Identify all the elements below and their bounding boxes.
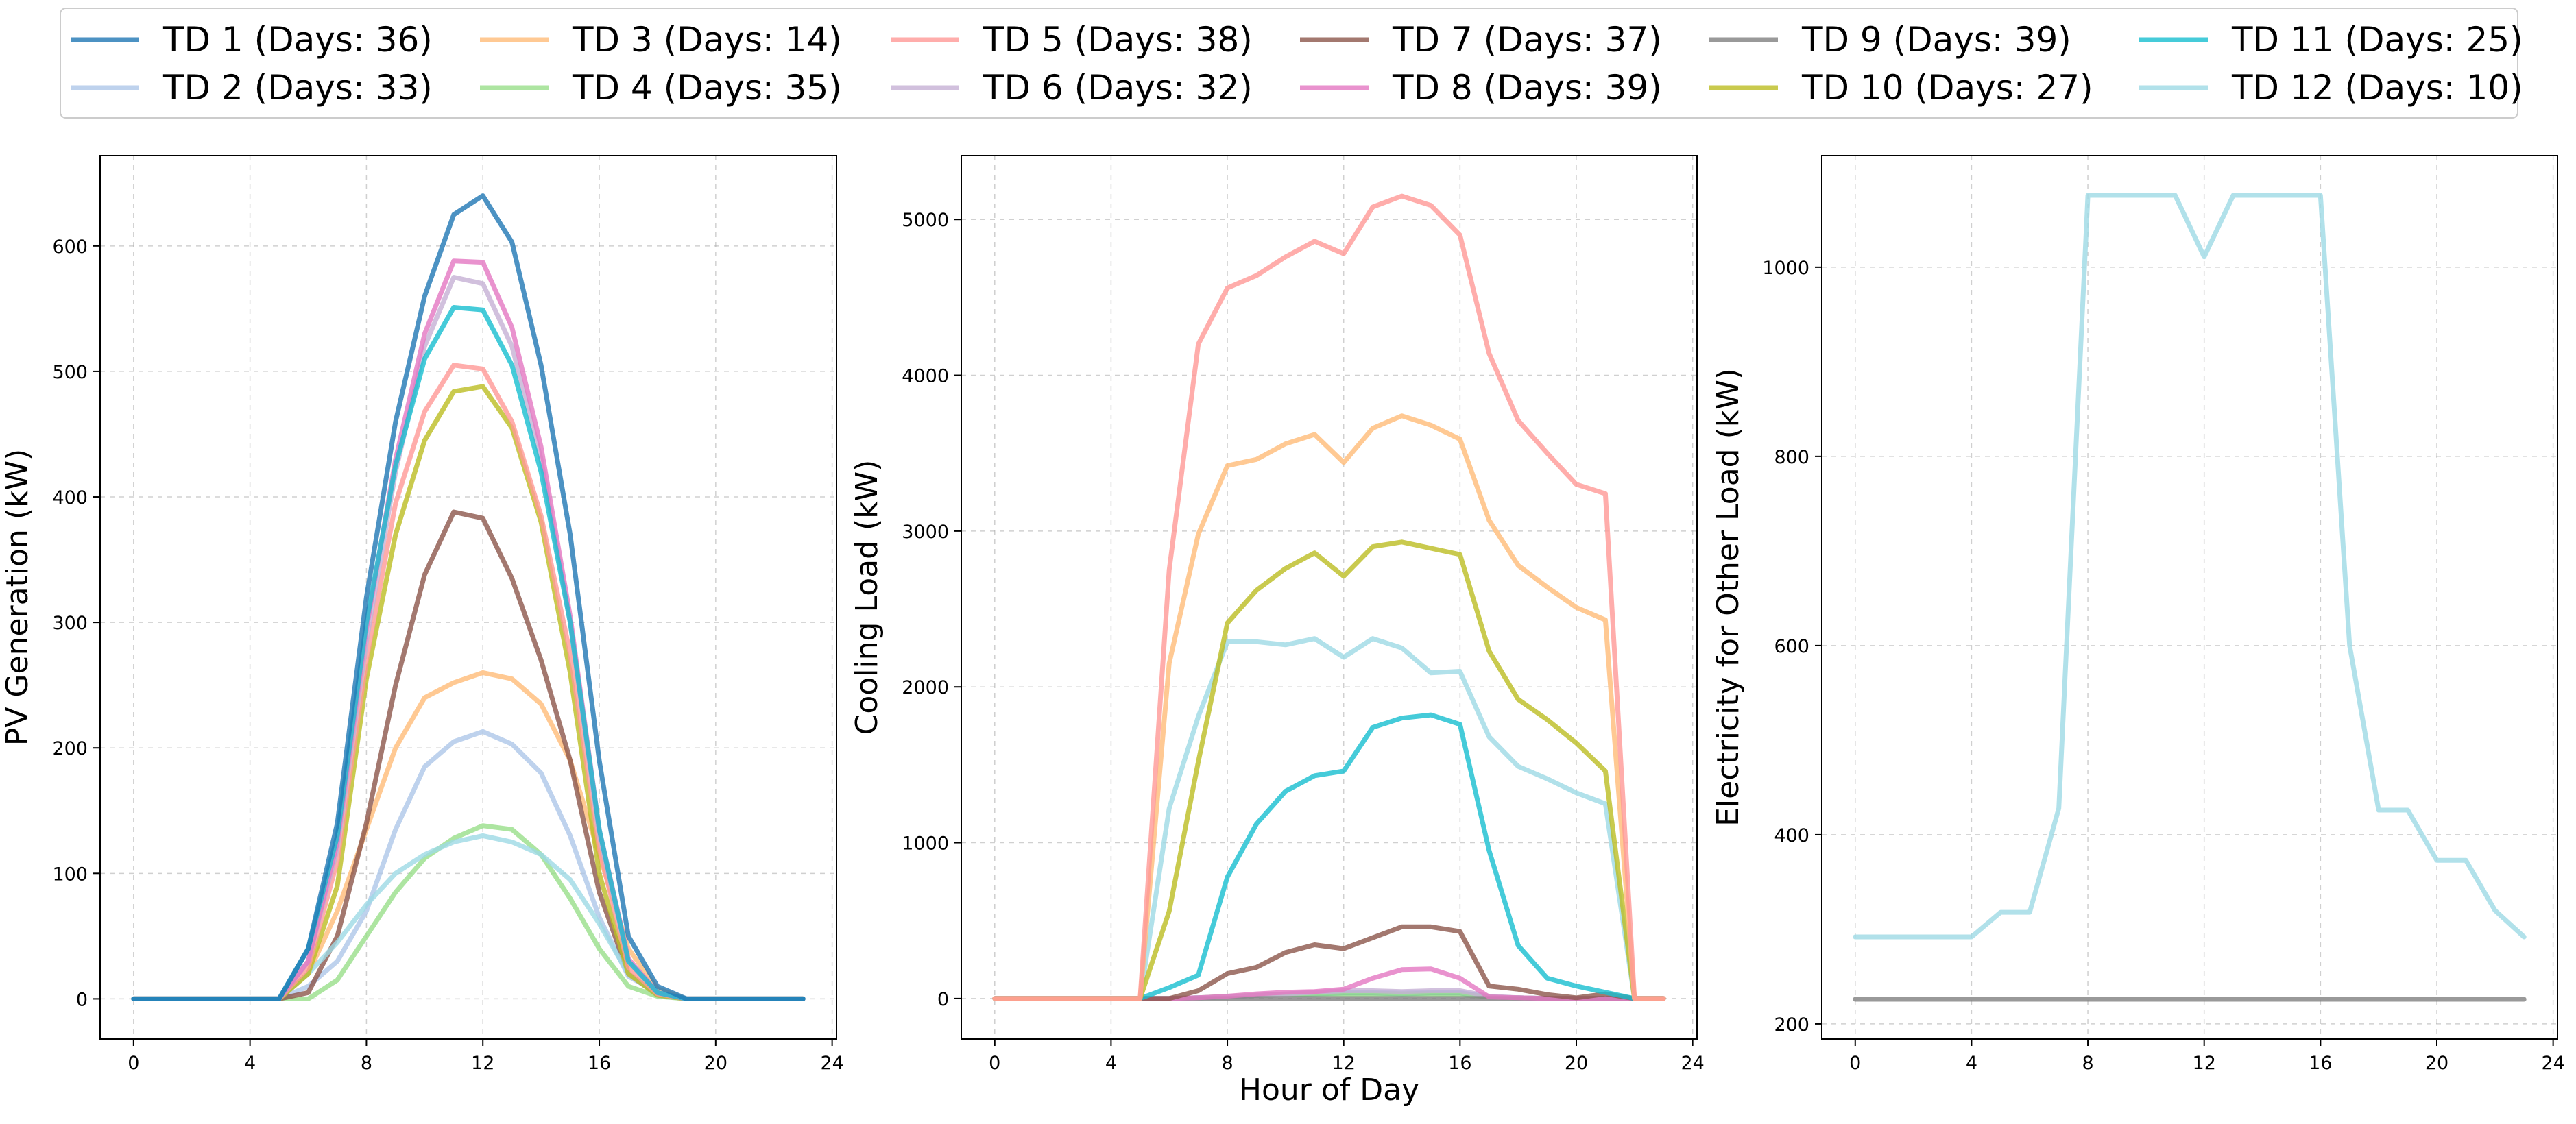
chart1-series-td-4: [131, 823, 806, 1001]
legend-td-7-label: TD 7 (Days: 37): [1392, 20, 1662, 60]
chart3-xtick-label-12: 12: [2193, 1053, 2216, 1074]
chart2-xtick-label-0: 0: [989, 1053, 1000, 1074]
legend-td-4-label: TD 4 (Days: 35): [572, 68, 842, 108]
chart3-ytick-label-1000: 1000: [1762, 258, 1809, 279]
chart3-xtick-label-24: 24: [2541, 1053, 2564, 1074]
chart3-axes-frame: [1821, 155, 2558, 1040]
chart2-ylabel: Cooling Load (kW): [850, 460, 884, 735]
legend-frame: [60, 8, 2518, 119]
chart3-xtick-label-8: 8: [2082, 1053, 2093, 1074]
legend-td-11-label: TD 11 (Days: 25): [2231, 20, 2523, 60]
chart1-ylabel: PV Generation (kW): [0, 449, 35, 746]
chart1-xtick-label-0: 0: [128, 1053, 139, 1074]
chart2-xtick-label-24: 24: [1681, 1053, 1704, 1074]
chart2-axes-frame: [961, 155, 1698, 1040]
chart1-xtick-label-4: 4: [244, 1053, 256, 1074]
legend-td-9-label: TD 9 (Days: 39): [1801, 20, 2071, 60]
legend: TD 1 (Days: 36) TD 2 (Days: 33) TD 3 (Days…: [60, 8, 2523, 119]
chart1-xtick-label-20: 20: [704, 1053, 727, 1074]
chart2-xtick-label-16: 16: [1448, 1053, 1471, 1074]
chart2-xtick-label-8: 8: [1221, 1053, 1233, 1074]
chart2-ytick-label-4000: 4000: [902, 366, 949, 387]
chart1-ytick-label-300: 300: [52, 613, 88, 634]
chart1-series-td-10: [131, 384, 806, 1001]
chart1-series-td-3: [131, 670, 806, 1001]
chart1-xtick-label-8: 8: [361, 1053, 372, 1074]
chart1-xtick-label-16: 16: [588, 1053, 611, 1074]
chart1-axes-frame: [99, 155, 837, 1040]
chart2-xlabel: Hour of Day: [1239, 1073, 1419, 1108]
legend-td-12-label: TD 12 (Days: 10): [2231, 68, 2523, 108]
chart1-ytick-label-200: 200: [52, 738, 88, 759]
chart3-ytick-label-600: 600: [1774, 636, 1809, 657]
chart3-ytick-label-200: 200: [1774, 1014, 1809, 1036]
chart1-series-td-1: [131, 193, 806, 1001]
cooling-load-chart: 0 4 8 12 16 20 24 0 1000 2000 3000 4000 5000 Cooling …: [850, 155, 1705, 1108]
chart1-series-td-2: [131, 729, 806, 1001]
chart2-series-td-3: [992, 413, 1666, 1001]
chart2-ytick-label-5000: 5000: [902, 210, 949, 231]
chart3-xtick-label-16: 16: [2309, 1053, 2332, 1074]
legend-td-6-label: TD 6 (Days: 32): [983, 68, 1253, 108]
chart2-series-td-11: [992, 712, 1666, 1001]
chart1-ytick-label-100: 100: [52, 864, 88, 885]
chart2-series-td-7: [992, 924, 1666, 1001]
chart1-series-td-12: [131, 833, 806, 1001]
legend-td-2-label: TD 2 (Days: 33): [162, 68, 433, 108]
other-load-chart: 0 4 8 12 16 20 24 200 400 600 800 1000 Electricity f…: [1711, 155, 2565, 1074]
chart3-xtick-label-0: 0: [1849, 1053, 1861, 1074]
legend-td-3-label: TD 3 (Days: 14): [572, 20, 842, 60]
chart3-xtick-label-4: 4: [1966, 1053, 1977, 1074]
legend-td-1-label: TD 1 (Days: 36): [162, 20, 433, 60]
chart3-ytick-label-400: 400: [1774, 825, 1809, 846]
legend-td-5-label: TD 5 (Days: 38): [983, 20, 1253, 60]
chart2-series-td-5: [992, 193, 1666, 1001]
chart1-ytick-label-0: 0: [76, 989, 88, 1010]
chart3-series-td-12: [1853, 193, 2527, 940]
chart2-ytick-label-2000: 2000: [902, 677, 949, 698]
chart1-xtick-label-12: 12: [471, 1053, 494, 1074]
chart2-xtick-label-4: 4: [1105, 1053, 1117, 1074]
chart1-series-td-7: [131, 509, 806, 1001]
chart3-ytick-label-800: 800: [1774, 447, 1809, 468]
chart2-xtick-label-20: 20: [1565, 1053, 1588, 1074]
chart1-ytick-label-600: 600: [52, 236, 88, 258]
chart2-xtick-label-12: 12: [1332, 1053, 1356, 1074]
chart3-ylabel: Electricity for Other Load (kW): [1711, 368, 1746, 827]
chart2-ytick-label-3000: 3000: [902, 522, 949, 543]
chart2-series-td-10: [992, 539, 1666, 1001]
chart1-ytick-label-500: 500: [52, 362, 88, 383]
chart1-series-td-6: [131, 275, 806, 1001]
chart3-xtick-label-20: 20: [2425, 1053, 2448, 1074]
chart1-xtick-label-24: 24: [820, 1053, 843, 1074]
chart2-ytick-label-1000: 1000: [902, 833, 949, 855]
chart1-series-td-5: [131, 363, 806, 1001]
chart2-ytick-label-0: 0: [937, 989, 949, 1010]
legend-td-8-label: TD 8 (Days: 39): [1392, 68, 1662, 108]
chart1-ytick-label-400: 400: [52, 487, 88, 509]
pv-generation-chart: 0 4 8 12 16 20 24 0 100 200 300 400 500 600 PV Generat…: [0, 155, 844, 1074]
legend-td-10-label: TD 10 (Days: 27): [1801, 68, 2093, 108]
chart1-series-td-11: [131, 305, 806, 1001]
